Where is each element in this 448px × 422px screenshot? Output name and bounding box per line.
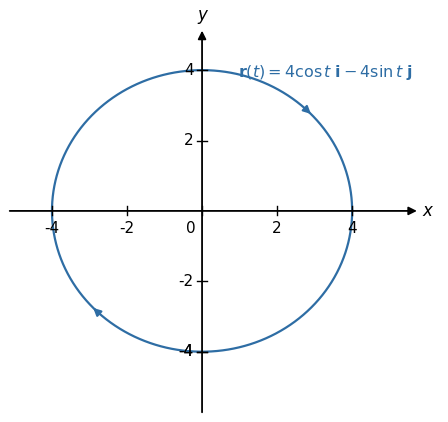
Text: 2: 2: [184, 133, 194, 148]
Text: 4: 4: [347, 221, 357, 236]
Text: -4: -4: [44, 221, 60, 236]
Text: y: y: [197, 6, 207, 24]
Text: 2: 2: [272, 221, 282, 236]
Text: -2: -2: [179, 274, 194, 289]
Text: $\mathbf{r}(t) = 4\mathrm{cos}\,t\;\mathbf{i} - 4\mathrm{sin}\,t\;\mathbf{j}$: $\mathbf{r}(t) = 4\mathrm{cos}\,t\;\math…: [238, 63, 412, 82]
Text: x: x: [422, 202, 433, 220]
Text: 4: 4: [184, 62, 194, 78]
Text: -4: -4: [179, 344, 194, 359]
Text: -4: -4: [179, 344, 194, 359]
Text: 0: 0: [185, 221, 195, 236]
Text: -2: -2: [120, 221, 134, 236]
